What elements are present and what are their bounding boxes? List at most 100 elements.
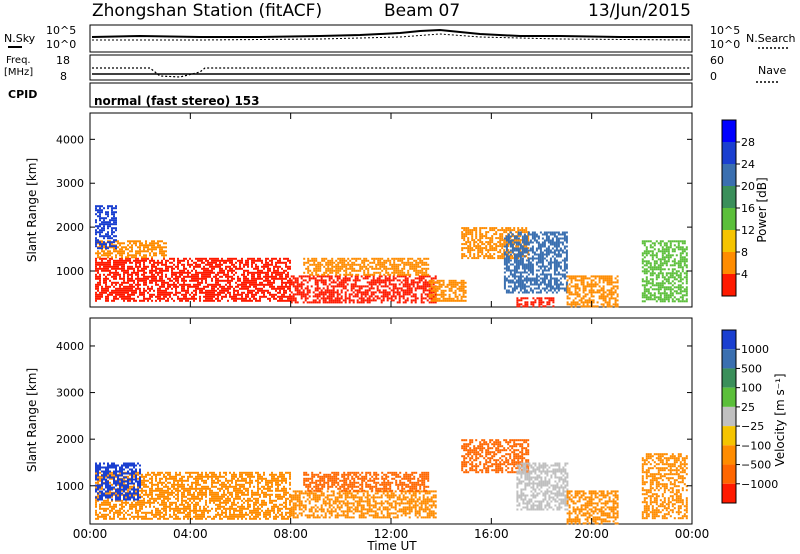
- range-cell: [383, 273, 386, 276]
- range-cell: [95, 481, 97, 484]
- range-cell: [177, 275, 179, 278]
- range-cell: [481, 227, 484, 230]
- range-cell: [559, 283, 562, 286]
- range-cell: [354, 285, 357, 288]
- range-cell: [177, 271, 179, 274]
- range-cell: [306, 291, 309, 294]
- range-cell: [380, 291, 383, 294]
- range-cell: [326, 295, 329, 298]
- range-cell: [438, 293, 441, 296]
- range-cell: [263, 285, 265, 288]
- range-cell: [105, 257, 107, 260]
- range-cell: [109, 291, 111, 294]
- range-cell: [217, 273, 219, 276]
- range-cell: [111, 211, 113, 214]
- range-cell: [465, 229, 468, 232]
- range-cell: [673, 268, 676, 271]
- range-cell: [665, 294, 668, 297]
- range-cell: [393, 273, 396, 276]
- range-cell: [388, 275, 391, 278]
- range-cell: [189, 285, 191, 288]
- range-cell: [574, 285, 577, 288]
- range-cell: [547, 251, 550, 254]
- range-cell: [661, 276, 664, 279]
- range-cell: [671, 250, 674, 253]
- range-cell: [281, 295, 283, 298]
- range-cell: [135, 515, 137, 518]
- range-cell: [245, 279, 247, 282]
- range-cell: [584, 301, 587, 304]
- range-cell: [189, 297, 191, 300]
- range-cell: [123, 242, 125, 245]
- range-cell: [552, 305, 555, 308]
- range-cell: [667, 278, 670, 281]
- range-cell: [159, 295, 161, 298]
- range-cell: [361, 267, 364, 270]
- range-cell: [352, 295, 355, 298]
- range-cell: [324, 293, 327, 296]
- range-cell: [531, 233, 534, 236]
- range-cell: [281, 281, 283, 284]
- range-cell: [511, 289, 514, 292]
- range-cell: [358, 279, 361, 282]
- range-cell: [541, 259, 544, 262]
- range-cell: [137, 281, 139, 284]
- range-cell: [420, 275, 423, 278]
- range-cell: [97, 517, 99, 520]
- range-cell: [107, 473, 109, 476]
- range-cell: [225, 279, 227, 282]
- range-cell: [129, 295, 131, 298]
- range-cell: [99, 241, 101, 244]
- range-cell: [127, 475, 129, 478]
- range-cell: [151, 244, 153, 247]
- range-cell: [578, 293, 581, 296]
- range-cell: [227, 289, 229, 292]
- range-cell: [133, 281, 135, 284]
- range-cell: [576, 303, 579, 306]
- range-cell: [659, 288, 662, 291]
- range-cell: [107, 254, 109, 257]
- range-cell: [491, 257, 494, 260]
- range-cell: [163, 285, 165, 288]
- range-cell: [566, 287, 569, 290]
- range-cell: [253, 271, 255, 274]
- range-cell: [547, 253, 550, 256]
- range-cell: [215, 257, 217, 260]
- range-cell: [653, 248, 656, 251]
- range-cell: [313, 267, 316, 270]
- range-cell: [103, 207, 105, 210]
- range-cell: [125, 287, 127, 290]
- range-cell: [345, 271, 348, 274]
- range-cell: [404, 301, 407, 304]
- range-cell: [442, 289, 445, 292]
- range-cell: [685, 258, 688, 261]
- range-cell: [337, 265, 340, 268]
- range-cell: [97, 225, 99, 228]
- range-cell: [681, 296, 684, 299]
- range-cell: [549, 239, 552, 242]
- range-cell: [669, 288, 672, 291]
- range-cell: [555, 235, 558, 238]
- range-cell: [163, 257, 165, 260]
- range-cell: [428, 293, 431, 296]
- range-cell: [381, 269, 384, 272]
- range-cell: [363, 273, 366, 276]
- range-cell: [344, 299, 347, 302]
- range-cell: [354, 289, 357, 292]
- range-cell: [616, 305, 619, 308]
- range-cell: [306, 293, 309, 296]
- range-cell: [505, 279, 508, 282]
- range-cell: [671, 284, 674, 287]
- range-cell: [419, 259, 422, 262]
- range-cell: [290, 299, 293, 302]
- range-cell: [519, 251, 522, 254]
- range-cell: [461, 247, 464, 250]
- range-cell: [565, 239, 568, 242]
- range-cell: [167, 265, 169, 268]
- range-cell: [592, 301, 595, 304]
- range-cell: [521, 287, 524, 290]
- range-cell: [471, 237, 474, 240]
- range-cell: [584, 305, 587, 308]
- range-cell: [543, 269, 546, 272]
- range-cell: [221, 279, 223, 282]
